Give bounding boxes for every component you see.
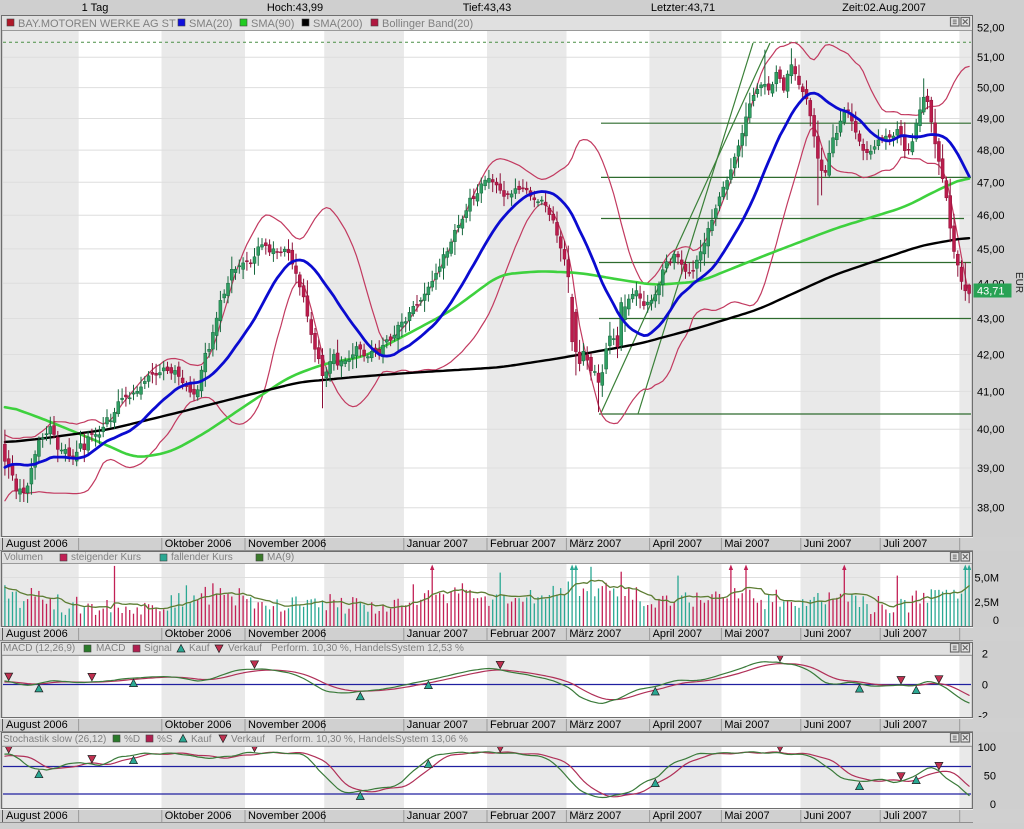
svg-text:Juni 2007: Juni 2007 [804,719,852,731]
svg-text:fallender Kurs: fallender Kurs [171,552,233,563]
svg-text:47,00: 47,00 [977,177,1005,189]
svg-text:39,00: 39,00 [977,463,1005,475]
svg-text:%D: %D [124,734,140,745]
svg-text:Volumen: Volumen [4,552,43,563]
svg-text:Verkauf: Verkauf [231,734,265,745]
svg-text:Juli 2007: Juli 2007 [883,538,927,550]
svg-text:50,00: 50,00 [977,83,1005,95]
svg-text:MA(9): MA(9) [267,552,294,563]
svg-text:MACD: MACD [96,643,125,654]
svg-text:Juni 2007: Juni 2007 [804,810,852,822]
svg-text:Januar 2007: Januar 2007 [407,810,468,822]
svg-text:November 2006: November 2006 [248,538,326,550]
svg-text:Oktober 2006: Oktober 2006 [165,810,232,822]
svg-text:Letzter:43,71: Letzter:43,71 [651,2,715,14]
svg-text:100: 100 [978,742,996,754]
svg-text:41,00: 41,00 [977,386,1005,398]
svg-text:August 2006: August 2006 [6,719,68,731]
svg-text:August 2006: August 2006 [6,538,68,550]
svg-text:Oktober 2006: Oktober 2006 [165,538,232,550]
svg-text:MACD (12,26,9): MACD (12,26,9) [3,643,75,654]
svg-text:1 Tag: 1 Tag [82,2,109,14]
svg-text:51,00: 51,00 [977,52,1005,64]
svg-text:Signal: Signal [144,643,172,654]
svg-text:April 2007: April 2007 [653,538,703,550]
svg-text:Zeit:02.Aug.2007: Zeit:02.Aug.2007 [842,2,926,14]
svg-text:0: 0 [990,799,996,811]
svg-text:Mai 2007: Mai 2007 [724,810,769,822]
svg-text:Januar 2007: Januar 2007 [407,628,468,640]
svg-text:2,5M: 2,5M [975,597,999,609]
svg-text:Juli 2007: Juli 2007 [883,719,927,731]
svg-text:40,00: 40,00 [977,424,1005,436]
svg-text:Juli 2007: Juli 2007 [883,810,927,822]
svg-text:November 2006: November 2006 [248,628,326,640]
svg-text:Perform. 10,30 %, HandelsSyste: Perform. 10,30 %, HandelsSystem 13,06 % [275,734,468,745]
svg-text:43,00: 43,00 [977,314,1005,326]
svg-text:Februar 2007: Februar 2007 [490,538,556,550]
svg-text:Verkauf: Verkauf [228,643,262,654]
svg-text:Juni 2007: Juni 2007 [804,628,852,640]
svg-text:steigender Kurs: steigender Kurs [71,552,141,563]
svg-text:Oktober 2006: Oktober 2006 [165,719,232,731]
svg-text:November 2006: November 2006 [248,719,326,731]
svg-text:Februar 2007: Februar 2007 [490,810,556,822]
svg-text:Mai 2007: Mai 2007 [724,719,769,731]
svg-text:März 2007: März 2007 [569,538,621,550]
svg-text:46,00: 46,00 [977,210,1005,222]
svg-text:48,00: 48,00 [977,145,1005,157]
svg-text:April 2007: April 2007 [653,628,703,640]
svg-text:Kauf: Kauf [189,643,210,654]
svg-text:November 2006: November 2006 [248,810,326,822]
svg-text:August 2006: August 2006 [6,628,68,640]
svg-text:Tief:43,43: Tief:43,43 [463,2,512,14]
svg-text:Kauf: Kauf [191,734,212,745]
svg-text:0: 0 [982,680,988,692]
svg-text:Februar 2007: Februar 2007 [490,628,556,640]
svg-text:45,00: 45,00 [977,244,1005,256]
svg-text:Hoch:43,99: Hoch:43,99 [267,2,323,14]
svg-text:Mai 2007: Mai 2007 [724,628,769,640]
svg-text:April 2007: April 2007 [653,719,703,731]
svg-text:42,00: 42,00 [977,350,1005,362]
svg-text:Juli 2007: Juli 2007 [883,628,927,640]
svg-text:52,00: 52,00 [977,23,1005,35]
svg-text:Perform. 10,30 %, HandelsSyste: Perform. 10,30 %, HandelsSystem 12,53 % [271,643,464,654]
svg-text:Januar 2007: Januar 2007 [407,538,468,550]
svg-text:49,00: 49,00 [977,114,1005,126]
svg-text:SMA(90): SMA(90) [251,18,294,30]
svg-text:Oktober 2006: Oktober 2006 [165,628,232,640]
svg-text:Januar 2007: Januar 2007 [407,719,468,731]
svg-text:BAY.MOTOREN WERKE AG ST: BAY.MOTOREN WERKE AG ST [18,18,176,30]
svg-text:0: 0 [993,615,999,627]
svg-text:März 2007: März 2007 [569,628,621,640]
svg-text:%S: %S [157,734,173,745]
svg-text:38,00: 38,00 [977,503,1005,515]
svg-text:5,0M: 5,0M [975,573,999,585]
svg-text:Mai 2007: Mai 2007 [724,538,769,550]
svg-text:Juni 2007: Juni 2007 [804,538,852,550]
svg-text:Stochastik slow (26,12): Stochastik slow (26,12) [3,734,106,745]
svg-text:SMA(200): SMA(200) [313,18,363,30]
svg-text:-2: -2 [978,711,988,723]
svg-text:August 2006: August 2006 [6,810,68,822]
svg-text:Bollinger Band(20): Bollinger Band(20) [382,18,473,30]
svg-text:März 2007: März 2007 [569,810,621,822]
svg-text:43,71: 43,71 [977,286,1005,298]
svg-text:März 2007: März 2007 [569,719,621,731]
svg-text:SMA(20): SMA(20) [189,18,232,30]
svg-text:April 2007: April 2007 [653,810,703,822]
svg-text:50: 50 [984,771,996,783]
svg-text:Februar 2007: Februar 2007 [490,719,556,731]
svg-text:2: 2 [982,649,988,661]
svg-text:EUR: EUR [1013,272,1024,293]
